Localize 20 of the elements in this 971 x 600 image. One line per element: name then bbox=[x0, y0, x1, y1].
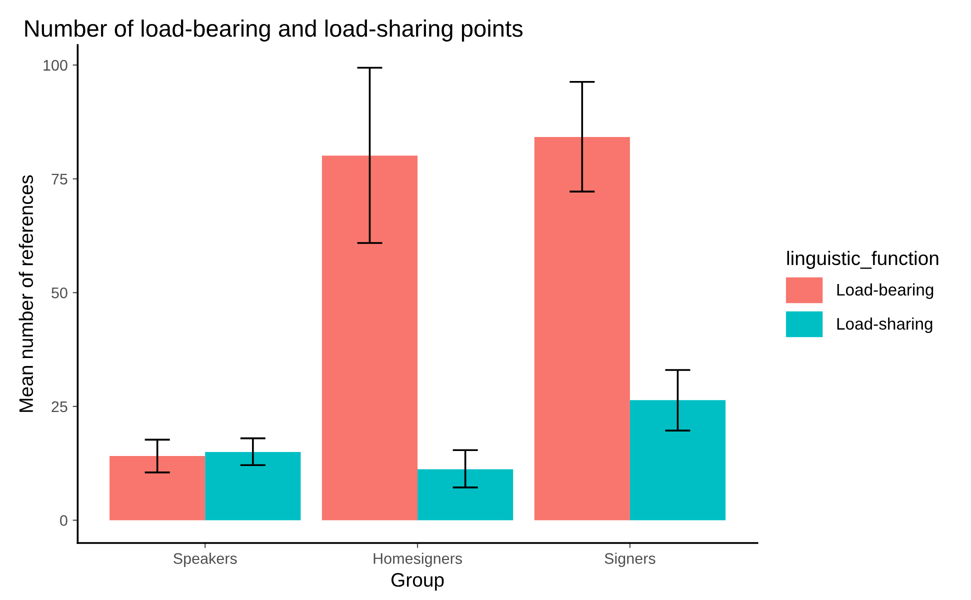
x-tick-label: Signers bbox=[604, 552, 656, 567]
y-tick-label: 0 bbox=[60, 515, 68, 526]
x-tick-label: Speakers bbox=[174, 552, 237, 567]
bar bbox=[418, 469, 514, 520]
legend-label: Load-bearing bbox=[837, 283, 934, 299]
y-tick-label: 50 bbox=[52, 288, 68, 298]
legend-label: Load-sharing bbox=[837, 317, 932, 334]
x-tick-label: Homesigners bbox=[374, 552, 462, 567]
bar bbox=[205, 452, 301, 520]
y-tick-label: 100 bbox=[44, 60, 68, 71]
bar bbox=[322, 156, 418, 520]
legend-title: linguistic_function bbox=[787, 250, 938, 269]
y-tick-label: 75 bbox=[52, 174, 68, 185]
y-axis-title: Mean number of references bbox=[18, 175, 34, 412]
bar bbox=[110, 456, 206, 520]
chart-title: Number of load-bearing and load-sharing points bbox=[25, 20, 523, 42]
bar bbox=[630, 400, 726, 520]
bar bbox=[534, 136, 630, 520]
y-tick-label: 25 bbox=[52, 401, 68, 412]
x-axis-title: Group bbox=[391, 573, 444, 591]
